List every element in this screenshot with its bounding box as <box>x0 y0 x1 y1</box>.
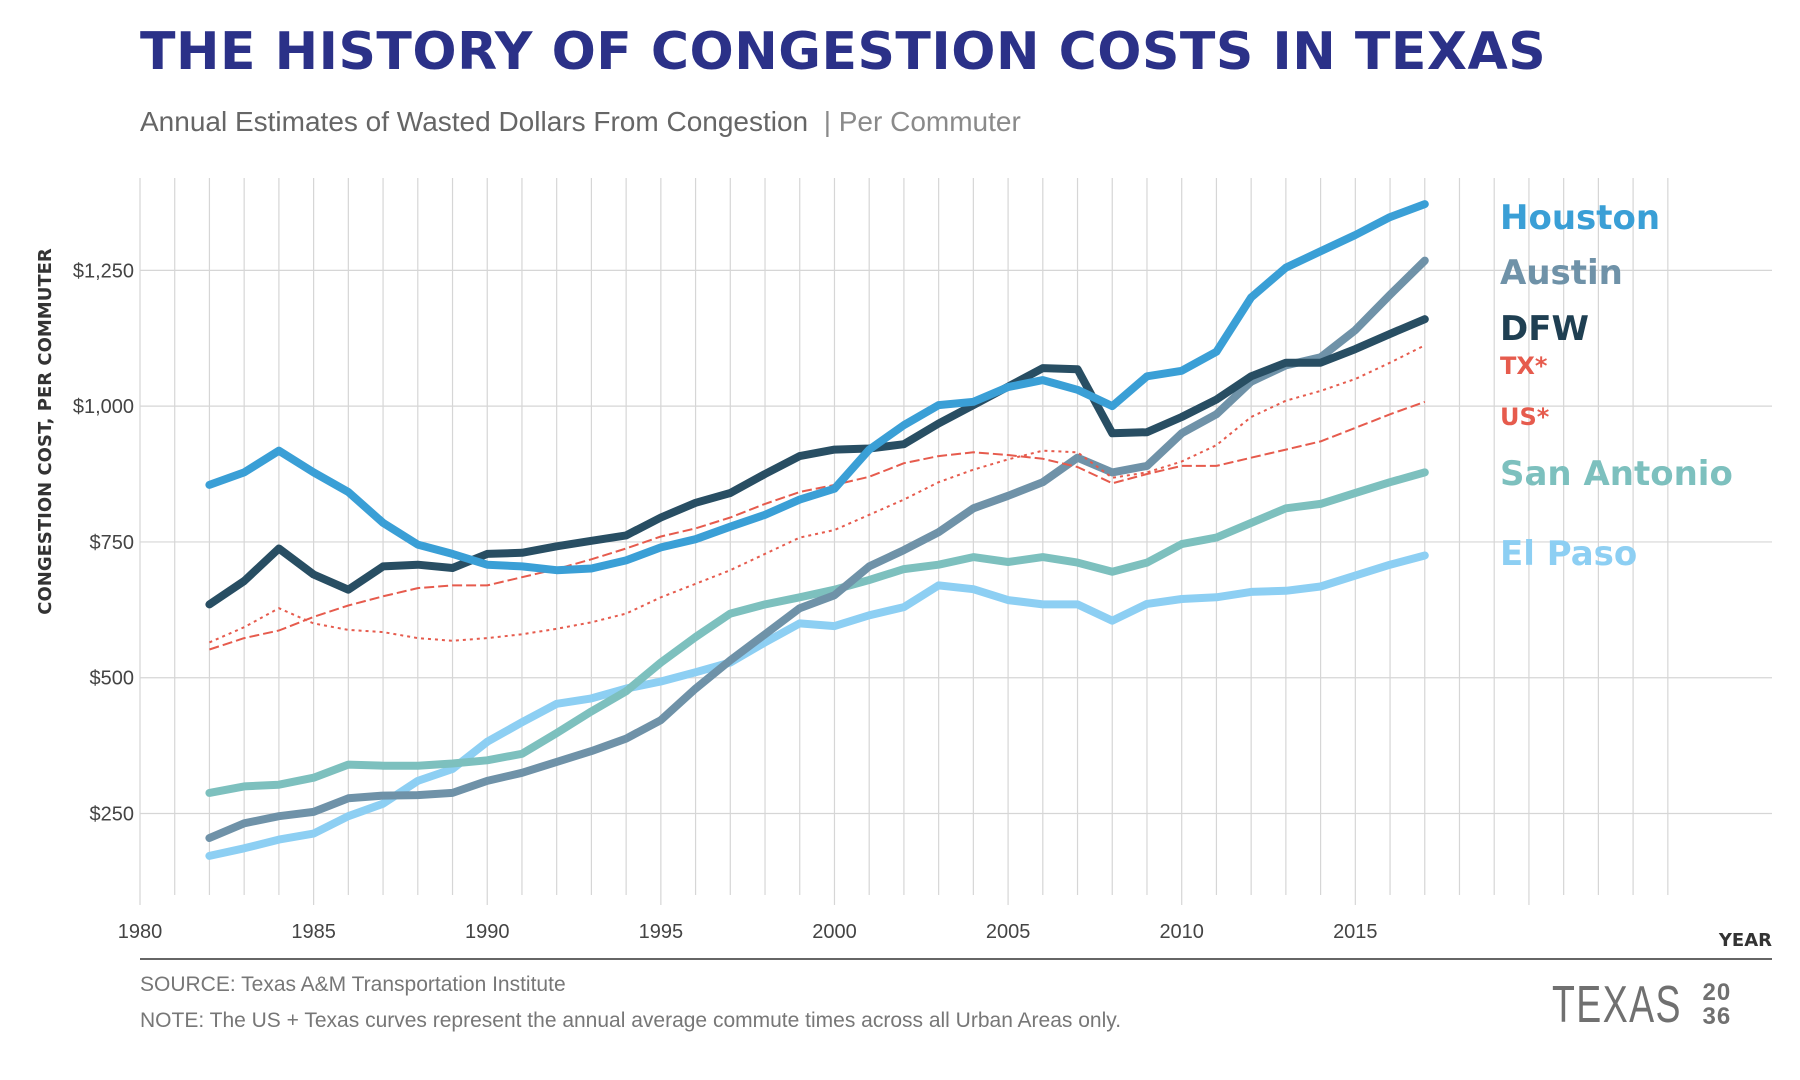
subtitle-suffix: | Per Commuter <box>823 106 1021 137</box>
x-axis-title: YEAR <box>1718 930 1772 951</box>
logo-number-bottom: 36 <box>1702 1003 1732 1030</box>
series-label-austin: Austin <box>1500 253 1623 293</box>
texas-2036-logo: TEXAS 20 36 <box>1552 975 1731 1035</box>
series-label-us: US* <box>1500 403 1550 431</box>
line-chart: $250 $500 $750 $1,000 $1,250 1980 1985 1990 1995… <box>35 178 1772 951</box>
y-tick-label: $500 <box>90 668 135 690</box>
series-line-san-antonio <box>205 468 1429 797</box>
series-line-tx <box>208 344 1426 644</box>
chart-title: THE HISTORY OF CONGESTION COSTS IN TEXAS <box>140 22 1547 82</box>
y-axis-title: CONGESTION COST, PER COMMUTER <box>35 248 56 615</box>
logo-word: TEXAS <box>1552 976 1682 1034</box>
x-tick-label: 2005 <box>986 921 1031 943</box>
series-line-us <box>209 400 1426 651</box>
subtitle-main: Annual Estimates of Wasted Dollars From … <box>140 106 809 137</box>
y-tick-label: $250 <box>90 804 135 826</box>
footer-divider <box>140 958 1772 960</box>
x-tick-label: 1995 <box>639 921 684 943</box>
x-tick-label: 1980 <box>118 921 163 943</box>
series-label-san-antonio: San Antonio <box>1500 454 1733 494</box>
x-tick-label: 2010 <box>1159 921 1204 943</box>
logo-number: 20 36 <box>1703 981 1732 1029</box>
series-label-el-paso: El Paso <box>1500 534 1637 574</box>
logo-number-top: 20 <box>1702 979 1732 1006</box>
x-tick-label: 1985 <box>291 921 336 943</box>
chart-subtitle: Annual Estimates of Wasted Dollars From … <box>140 106 1021 138</box>
series-line-austin <box>205 256 1429 842</box>
source-note: SOURCE: Texas A&M Transportation Institu… <box>140 973 566 996</box>
series-label-tx: TX* <box>1500 352 1548 380</box>
y-tick-label: $750 <box>90 532 135 554</box>
y-tick-label: $1,000 <box>73 396 134 418</box>
series-line-houston <box>205 200 1429 575</box>
footnote: NOTE: The US + Texas curves represent th… <box>140 1009 1122 1032</box>
series-label-dfw: DFW <box>1500 309 1589 349</box>
y-tick-label: $1,250 <box>73 260 134 282</box>
series-line-dfw <box>205 315 1429 609</box>
x-tick-label: 2015 <box>1333 921 1378 943</box>
series-line-el-paso <box>205 551 1429 860</box>
x-tick-label: 2000 <box>812 921 857 943</box>
series-label-houston: Houston <box>1500 198 1660 238</box>
grid <box>139 178 1772 905</box>
x-tick-label: 1990 <box>465 921 510 943</box>
